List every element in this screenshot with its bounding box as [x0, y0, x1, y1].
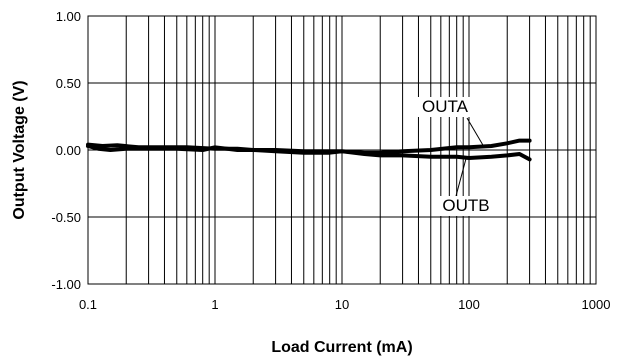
x-tick-label: 0.1 [79, 297, 97, 312]
x-tick-label: 1 [211, 297, 218, 312]
outb-leader-line [455, 157, 467, 197]
series-group [86, 138, 532, 162]
y-tick-label: 0.00 [56, 143, 81, 158]
x-tick-labels: 0.1 1 10 100 1000 [79, 297, 611, 312]
y-tick-labels: 1.00 0.50 0.00 -0.50 -1.00 [51, 9, 81, 292]
y-axis-label: Output Voltage (V) [11, 80, 28, 219]
y-tick-label: 1.00 [56, 9, 81, 24]
y-tick-label: -0.50 [51, 210, 81, 225]
y-tick-label: 0.50 [56, 76, 81, 91]
outa-label-bg [415, 97, 475, 117]
series-label-outa: OUTA [422, 97, 469, 116]
y-tick-label: -1.00 [51, 277, 81, 292]
x-axis-label: Load Current (mA) [271, 339, 412, 356]
x-tick-label: 100 [458, 297, 480, 312]
x-tick-label: 10 [335, 297, 349, 312]
series-label-outb: OUTB [442, 196, 489, 215]
series-annotations: OUTA OUTB [415, 97, 497, 216]
outb-label-bg [435, 196, 497, 216]
plot-frame [87, 15, 597, 285]
x-tick-label: 1000 [582, 297, 611, 312]
series-line-outb [86, 144, 532, 162]
outa-leader-line [466, 117, 484, 147]
